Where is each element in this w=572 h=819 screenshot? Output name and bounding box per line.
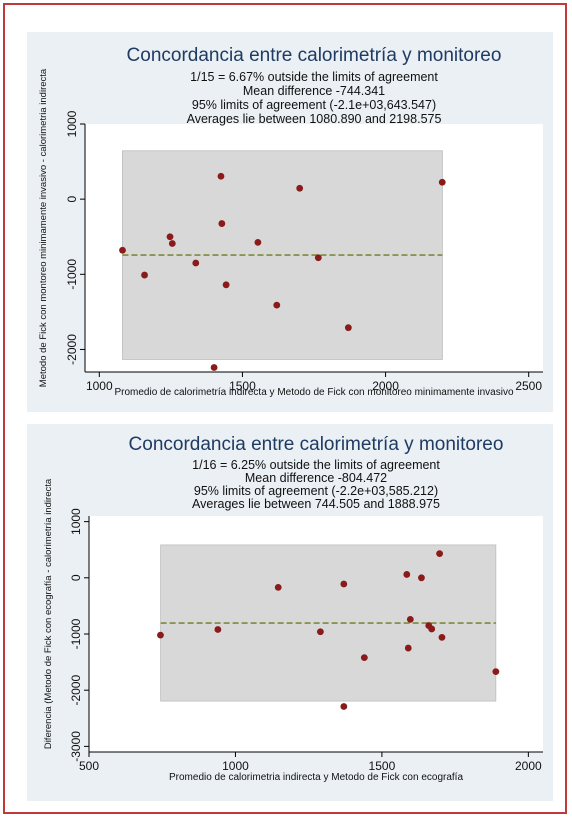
data-point [192,259,200,267]
data-point [168,240,176,247]
data-point [210,364,218,371]
data-point [406,615,414,623]
data-point [166,233,174,241]
y-tick-label: 1000 [69,508,83,535]
data-point [274,583,282,591]
chart-title: Concordancia entre calorimetría y monito… [129,434,504,455]
bland-altman-chart-ecografia: 500 1000 1500 2000 1000 0 -1000 -2000 -3000 Conco… [43,434,543,783]
data-point [438,178,446,186]
y-tick-label: -3000 [69,731,83,762]
x-tick-label: 2000 [372,379,399,393]
data-point [340,580,348,588]
x-tick-label: 1000 [222,759,249,773]
chart-subtitle-line: 1/16 = 6.25% outside the limits of agree… [192,458,440,472]
chart-subtitle-line: Averages lie between 744.505 and 1888.97… [192,497,440,511]
x-tick-label: 1500 [229,379,256,393]
figure-frame: 1000 1500 2000 2500 1000 0 -1000 -2000 Concordan… [3,3,567,814]
y-tick-label: -2000 [65,334,79,365]
chart-subtitle-line: 95% limits of agreement (-2.2e+03,585.21… [194,484,438,498]
y-tick-label: -2000 [69,675,83,706]
data-point [218,220,226,227]
data-point [492,668,500,676]
x-tick-label: 1500 [369,759,396,773]
data-point [418,574,425,582]
chart-title: Concordancia entre calorimetría y monito… [127,45,502,66]
chart-subtitle-line: Mean difference -744.341 [243,84,385,98]
x-tick-label: 2000 [515,759,542,773]
data-point [340,703,348,710]
data-point [296,184,304,192]
bland-altman-chart-monitoreo: 1000 1500 2000 2500 1000 0 -1000 -2000 Concordan… [38,45,543,398]
chart-subtitle-line: 95% limits of agreement (-2.1e+03,643.54… [192,98,436,112]
data-point [119,246,126,254]
x-tick-label: 1000 [86,379,113,393]
data-point [273,301,281,309]
data-point [428,625,436,633]
data-point [141,271,148,279]
data-point [344,324,352,332]
data-point [222,281,230,289]
data-point [254,238,262,246]
x-tick-label: 500 [79,759,99,773]
bland-altman-panel-ecografia: 500 1000 1500 2000 1000 0 -1000 -2000 -3000 Conco… [27,424,553,801]
y-axis-label: Diferencia (Metodo de Fick con ecografía… [43,478,54,749]
x-tick-label: 2500 [515,379,542,393]
data-point [438,633,446,641]
data-point [360,654,368,661]
data-point [314,254,322,262]
y-tick-label: 1000 [65,110,79,137]
y-tick-label: -1000 [69,618,83,649]
data-point [403,571,411,578]
data-point [404,644,412,652]
y-tick-label: 0 [65,195,79,202]
data-point [436,550,444,558]
data-point [217,172,225,180]
chart-subtitle-line: Mean difference -804.472 [245,471,387,485]
bland-altman-panel-monitoreo: 1000 1500 2000 2500 1000 0 -1000 -2000 Concordan… [27,32,553,412]
x-axis-label: Promedio de calorimetría indirecta y Met… [114,387,514,398]
data-point [316,628,324,636]
chart-subtitle-line: 1/15 = 6.67% outside the limits of agree… [190,70,438,84]
y-axis-label: Metodo de Fick con montoreo minimamente … [38,68,49,387]
y-tick-label: -1000 [65,259,79,290]
y-tick-label: 0 [69,574,83,581]
data-point [214,626,222,633]
chart-subtitle-line: Averages lie between 1080.890 and 2198.5… [187,112,442,126]
x-axis-label: Promedio de calorimetria indirecta y Met… [169,772,463,783]
data-point [157,631,164,639]
